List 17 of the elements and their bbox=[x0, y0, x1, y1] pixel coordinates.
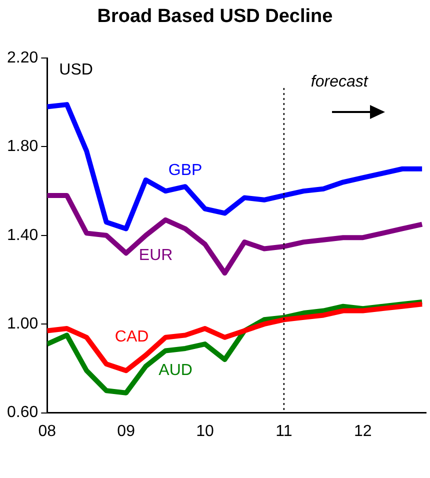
y-tick-label: 2.20 bbox=[7, 49, 38, 66]
ref-line-label: forecast bbox=[310, 73, 368, 90]
y-axis-title: USD bbox=[59, 61, 93, 78]
y-tick-label: 1.80 bbox=[7, 138, 38, 156]
series-label: CAD bbox=[114, 328, 149, 346]
series-label: EUR bbox=[138, 246, 173, 264]
x-tick-label: 08 bbox=[38, 422, 56, 440]
x-tick-label: 12 bbox=[354, 422, 372, 440]
x-tick-label: 11 bbox=[276, 422, 292, 440]
chart-title: Broad Based USD Decline bbox=[96, 6, 334, 28]
x-tick-label: 09 bbox=[117, 422, 136, 440]
series-label: AUD bbox=[158, 362, 192, 380]
series-label: GBP bbox=[168, 162, 202, 180]
x-tick-label: 10 bbox=[196, 422, 214, 440]
y-tick-label: 0.60 bbox=[7, 404, 38, 422]
y-tick-label: 1.00 bbox=[7, 316, 38, 333]
y-tick-label: 1.40 bbox=[7, 226, 38, 244]
